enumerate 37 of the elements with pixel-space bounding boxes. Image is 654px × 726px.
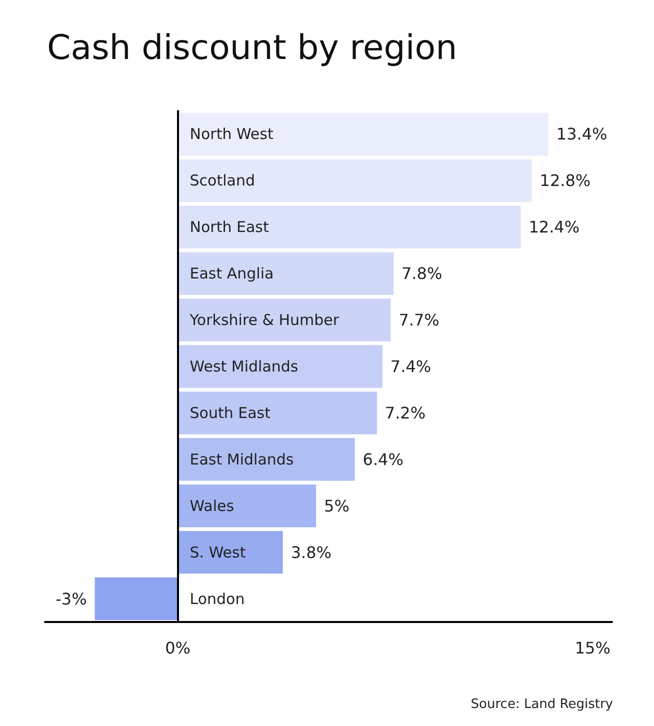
bar <box>178 345 382 388</box>
data-label: -3% <box>56 589 87 608</box>
bar <box>178 438 355 481</box>
y-tick-label: East Midlands <box>190 450 294 468</box>
y-tick-label: S. West <box>190 543 246 562</box>
bar <box>94 577 178 620</box>
y-tick-label: West Midlands <box>190 358 298 376</box>
data-label: 12.4% <box>528 218 580 237</box>
data-label: 3.8% <box>290 542 332 562</box>
bar <box>178 159 532 202</box>
y-tick-label: Yorkshire & Humber <box>188 311 340 330</box>
data-label: 7.4% <box>390 357 432 376</box>
x-tick-label: 0% <box>165 638 190 658</box>
data-label: 13.4% <box>556 124 608 144</box>
bar <box>178 484 316 528</box>
x-tick-label: 15% <box>574 638 610 658</box>
y-tick-label: North East <box>190 218 269 236</box>
bar <box>178 530 283 574</box>
data-label: 7.2% <box>384 403 426 422</box>
bar <box>178 206 521 249</box>
y-tick-label: Wales <box>190 496 234 515</box>
y-tick-label: East Anglia <box>190 264 274 283</box>
y-tick-label: London <box>190 590 245 608</box>
y-tick-label: Scotland <box>190 172 255 190</box>
y-tick-label: South East <box>190 404 271 422</box>
chart-title: Cash discount by region <box>47 28 458 68</box>
data-label: 7.7% <box>398 310 440 330</box>
y-tick-label: North West <box>190 125 274 144</box>
source-note: Source: Land Registry <box>470 697 614 712</box>
data-label: 6.4% <box>362 450 404 469</box>
bar <box>178 298 391 342</box>
data-label: 7.8% <box>402 264 442 284</box>
data-label: 12.8% <box>540 171 591 190</box>
bar <box>178 252 394 295</box>
bar <box>178 392 377 434</box>
bar <box>178 112 548 156</box>
data-label: 5% <box>324 496 350 516</box>
